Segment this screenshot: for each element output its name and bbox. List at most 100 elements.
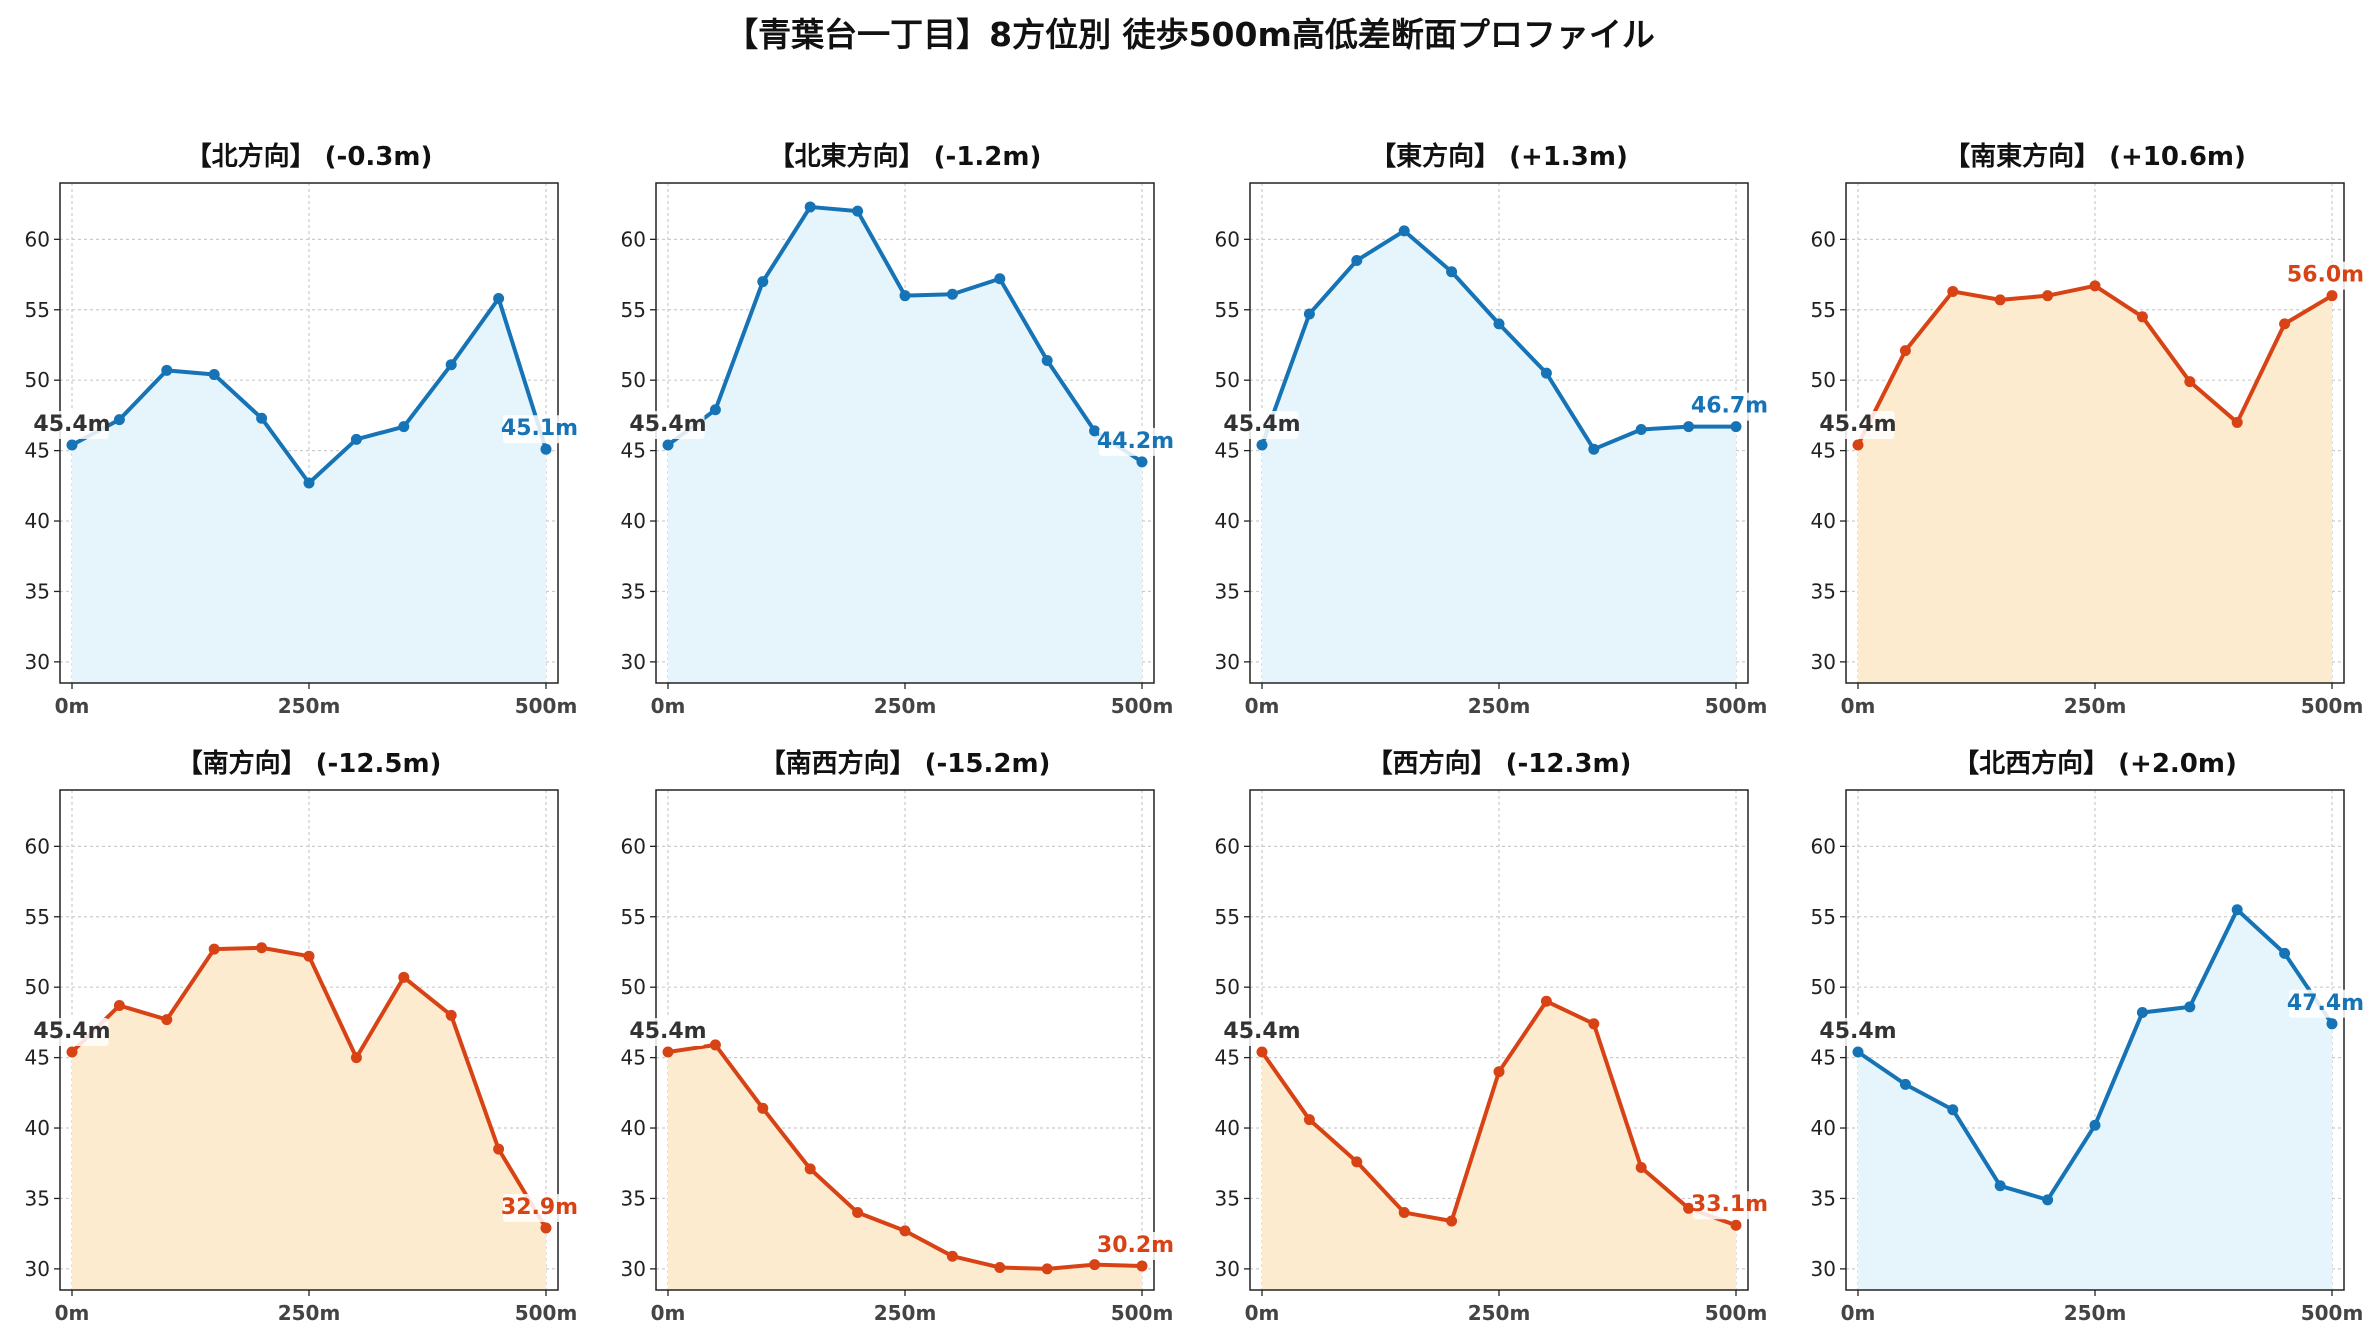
profile-point: [2279, 318, 2291, 330]
y-tick-label: 40: [1811, 509, 1836, 533]
profile-point: [2326, 290, 2338, 302]
start-label: 45.4m: [1223, 1019, 1300, 1044]
start-label-bg: [631, 1017, 705, 1046]
profile-point: [445, 359, 457, 371]
end-label: 30.2m: [1097, 1233, 1174, 1258]
profile-point: [1994, 1180, 2006, 1192]
profile-point: [2089, 280, 2101, 292]
x-tick-label: 250m: [278, 694, 341, 718]
profile-point: [1730, 1219, 1742, 1231]
y-tick-label: 35: [621, 1186, 646, 1210]
y-tick-label: 50: [25, 368, 50, 392]
end-label-bg: [2289, 261, 2362, 290]
y-tick-label: 35: [1215, 1186, 1240, 1210]
x-tick-label: 0m: [55, 1301, 90, 1325]
profile-area: [72, 298, 546, 683]
y-tick-label: 40: [621, 1116, 646, 1140]
y-tick-label: 40: [25, 509, 50, 533]
profile-point: [540, 443, 552, 455]
x-tick-label: 0m: [1245, 694, 1280, 718]
panel-title: 【北方向】 (-0.3m): [186, 141, 433, 172]
y-tick-label: 40: [621, 509, 646, 533]
start-label: 45.4m: [1819, 1019, 1896, 1044]
y-tick-label: 30: [621, 650, 646, 674]
start-label: 45.4m: [33, 1019, 110, 1044]
profile-point: [1136, 1260, 1148, 1272]
profile-area: [1858, 909, 2332, 1290]
y-tick-label: 55: [25, 905, 50, 929]
x-tick-label: 500m: [2301, 694, 2364, 718]
start-label: 45.4m: [1819, 412, 1896, 437]
profile-area: [1262, 230, 1736, 683]
end-label-bg: [1099, 1232, 1172, 1261]
y-tick-label: 40: [1215, 1116, 1240, 1140]
end-label-bg: [503, 415, 576, 444]
y-tick-label: 30: [1811, 1257, 1836, 1281]
y-tick-label: 30: [1215, 650, 1240, 674]
profile-point: [1303, 1114, 1315, 1126]
panel-title: 【西方向】 (-12.3m): [1367, 748, 1632, 779]
x-tick-label: 0m: [1841, 1301, 1876, 1325]
y-tick-label: 50: [621, 975, 646, 999]
y-tick-label: 55: [1215, 298, 1240, 322]
profile-point: [445, 1009, 457, 1021]
profile-point: [1041, 1263, 1053, 1275]
y-tick-label: 35: [25, 579, 50, 603]
profile-point: [2089, 1119, 2101, 1131]
x-tick-label: 500m: [2301, 1301, 2364, 1325]
y-tick-label: 35: [1811, 1186, 1836, 1210]
y-tick-label: 40: [25, 1116, 50, 1140]
profile-point: [66, 439, 78, 451]
x-tick-label: 0m: [1245, 1301, 1280, 1325]
profile-point: [350, 433, 362, 445]
y-tick-label: 60: [1215, 227, 1240, 251]
profile-point: [208, 369, 220, 381]
profile-point: [1540, 995, 1552, 1007]
end-label: 44.2m: [1097, 429, 1174, 454]
profile-point: [1089, 1259, 1101, 1271]
panel-title: 【北西方向】 (+2.0m): [1953, 748, 2237, 779]
profile-area: [72, 947, 546, 1290]
profile-point: [113, 414, 125, 426]
profile-area: [668, 206, 1142, 683]
profile-point: [2231, 904, 2243, 916]
panel-title: 【北東方向】 (-1.2m): [769, 141, 1042, 172]
y-tick-label: 35: [621, 579, 646, 603]
y-tick-label: 60: [1215, 834, 1240, 858]
x-tick-label: 500m: [1705, 1301, 1768, 1325]
profile-point: [1730, 421, 1742, 433]
profile-point: [1493, 1066, 1505, 1078]
y-tick-label: 35: [1215, 579, 1240, 603]
profile-point: [709, 404, 721, 416]
profile-point: [709, 1039, 721, 1051]
profile-point: [2042, 290, 2054, 302]
y-tick-label: 40: [1215, 509, 1240, 533]
y-tick-label: 45: [1811, 1046, 1836, 1070]
y-tick-label: 50: [1811, 368, 1836, 392]
profile-point: [2136, 1007, 2148, 1019]
panel-title: 【南方向】 (-12.5m): [177, 748, 442, 779]
y-tick-label: 45: [1811, 439, 1836, 463]
start-label-bg: [35, 1017, 109, 1046]
profile-point: [804, 201, 816, 213]
y-tick-label: 60: [1811, 227, 1836, 251]
y-tick-label: 50: [1215, 368, 1240, 392]
profile-point: [1899, 1078, 1911, 1090]
profile-point: [852, 1207, 864, 1219]
profile-panel: 【北西方向】 (+2.0m) 30 35 40 45 50 55 60 0m 250m 500m 45…: [1811, 748, 2365, 1325]
y-tick-label: 60: [621, 227, 646, 251]
main-title: 【青葉台一丁目】8方位別 徒歩500m高低差断面プロファイル: [725, 15, 1655, 54]
profile-point: [2279, 947, 2291, 959]
x-tick-label: 0m: [651, 694, 686, 718]
start-label-bg: [1821, 410, 1895, 439]
start-label: 45.4m: [629, 412, 706, 437]
profile-point: [1256, 439, 1268, 451]
x-tick-label: 250m: [1468, 1301, 1531, 1325]
profile-point: [1947, 1104, 1959, 1116]
profile-point: [1683, 1202, 1695, 1214]
y-tick-label: 55: [621, 905, 646, 929]
y-tick-label: 40: [1811, 1116, 1836, 1140]
end-label: 56.0m: [2287, 263, 2364, 288]
profile-panel: 【南方向】 (-12.5m) 30 35 40 45 50 55 60 0m 250m 500m 45…: [25, 748, 579, 1325]
y-tick-label: 55: [621, 298, 646, 322]
